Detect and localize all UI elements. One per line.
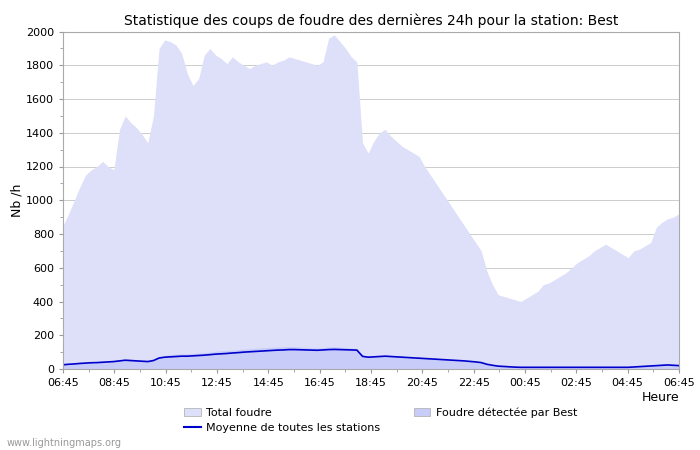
Legend: Total foudre, Moyenne de toutes les stations, Foudre détectée par Best: Total foudre, Moyenne de toutes les stat…	[179, 403, 582, 438]
Y-axis label: Nb /h: Nb /h	[10, 184, 23, 217]
Title: Statistique des coups de foudre des dernières 24h pour la station: Best: Statistique des coups de foudre des dern…	[124, 13, 618, 27]
Text: Heure: Heure	[641, 391, 679, 404]
Text: www.lightningmaps.org: www.lightningmaps.org	[7, 438, 122, 448]
